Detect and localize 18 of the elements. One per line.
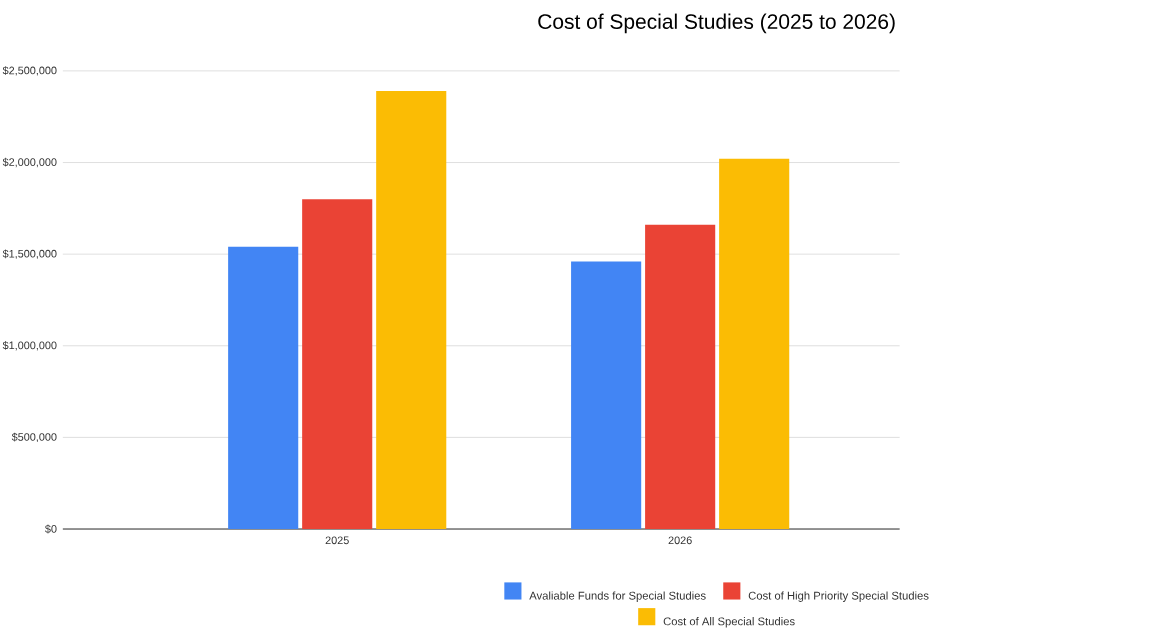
y-tick-label: $2,500,000 bbox=[2, 66, 57, 76]
y-tick-label: $2,000,000 bbox=[2, 157, 57, 168]
y-tick-label: $0 bbox=[45, 524, 57, 534]
legend-label: Cost of High Priority Special Studies bbox=[748, 591, 929, 602]
bar bbox=[228, 246, 299, 529]
bar bbox=[645, 224, 716, 529]
x-tick-label: 2026 bbox=[668, 536, 692, 545]
bar bbox=[571, 261, 642, 529]
y-tick-label: $500,000 bbox=[11, 432, 57, 443]
legend-label: Cost of All Special Studies bbox=[663, 617, 795, 628]
bar bbox=[302, 199, 373, 529]
chart-title: Cost of Special Studies (2025 to 2026) bbox=[538, 13, 895, 34]
y-tick-label: $1,500,000 bbox=[2, 249, 57, 259]
bar bbox=[376, 90, 447, 529]
x-tick-label: 2025 bbox=[325, 536, 349, 545]
bar bbox=[719, 158, 790, 529]
y-tick-label: $1,000,000 bbox=[2, 340, 57, 351]
legend-label: Avaliable Funds for Special Studies bbox=[529, 591, 706, 602]
